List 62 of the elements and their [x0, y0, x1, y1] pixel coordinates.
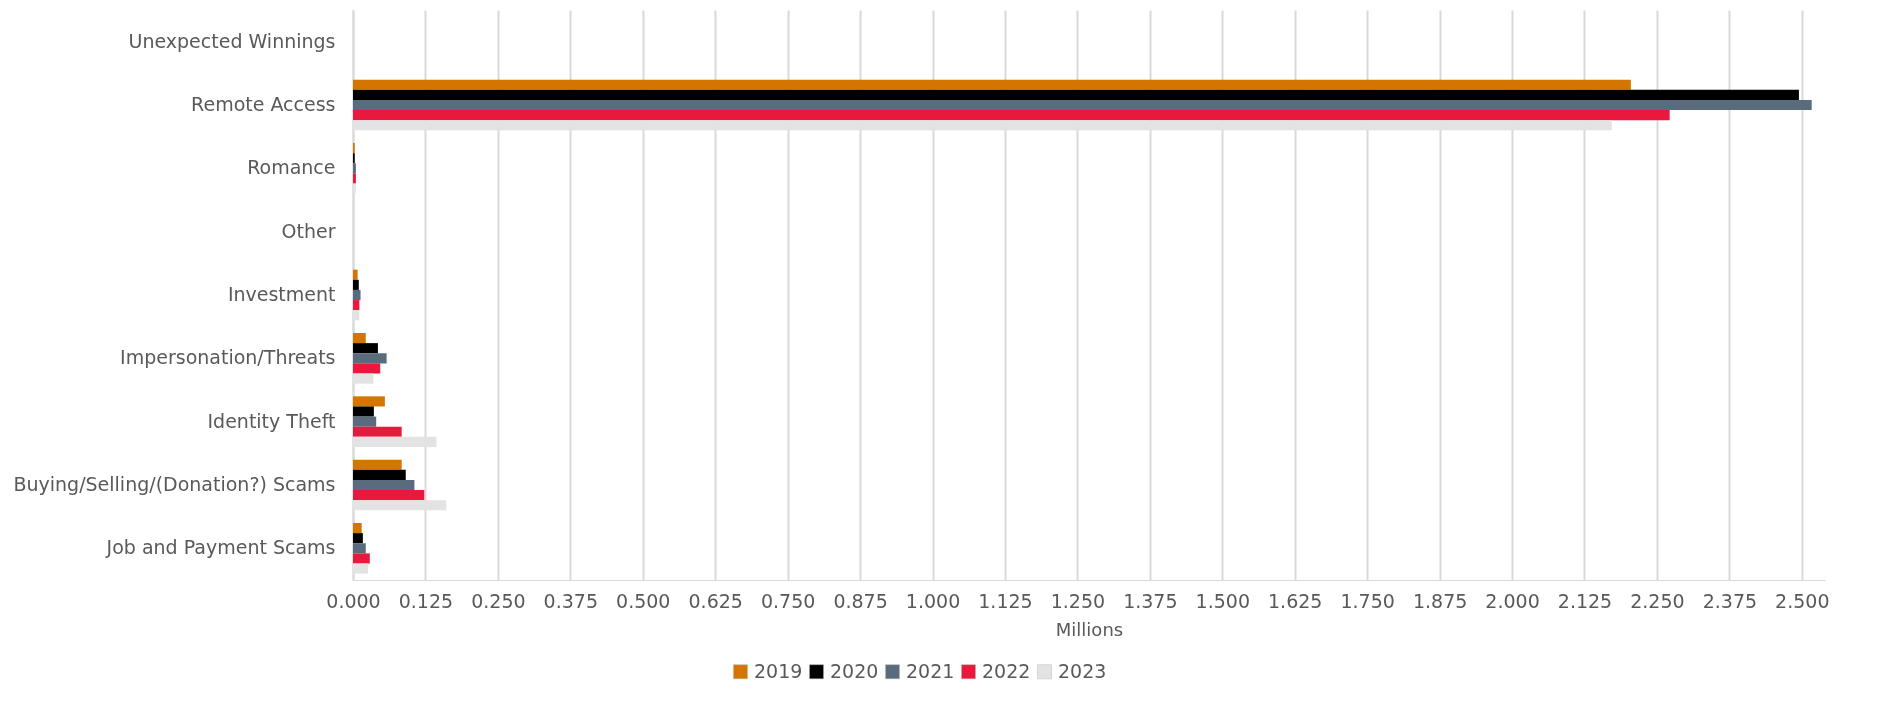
- y-tick-label: Identity Theft: [207, 409, 336, 432]
- bar: [353, 300, 360, 311]
- x-tick-label: 2.375: [1702, 589, 1758, 612]
- bar: [353, 343, 378, 354]
- legend-label: 2021: [906, 659, 955, 682]
- x-tick-label: 1.125: [978, 589, 1033, 612]
- x-tick-label: 0.000: [326, 589, 381, 612]
- x-tick-label: 0.500: [616, 589, 671, 612]
- bar: [353, 173, 356, 184]
- x-tick-label: 0.750: [760, 589, 816, 612]
- x-tick-label: 0.375: [543, 589, 599, 612]
- bar: [353, 110, 1670, 121]
- bar: [353, 353, 387, 364]
- x-tick-label: 1.625: [1268, 589, 1323, 612]
- x-tick-label: 0.875: [833, 589, 888, 612]
- x-tick-label: 2.500: [1775, 589, 1830, 612]
- y-tick-label: Unexpected Winnings: [128, 29, 336, 52]
- bar: [353, 79, 1631, 90]
- bar: [353, 416, 377, 427]
- bar: [353, 396, 385, 407]
- bar: [353, 543, 366, 554]
- legend-label: 2023: [1058, 659, 1107, 682]
- bar: [353, 490, 425, 501]
- x-tick-label: 1.375: [1123, 589, 1178, 612]
- y-tick-label: Impersonation/Threats: [120, 346, 336, 369]
- bar: [353, 479, 415, 491]
- x-tick-label: 1.000: [905, 589, 961, 612]
- bar: [353, 459, 402, 470]
- bar: [353, 89, 1799, 100]
- legend-label: 2020: [830, 659, 879, 682]
- bar: [353, 426, 402, 437]
- bar: [353, 469, 406, 480]
- bar: [353, 533, 363, 544]
- x-tick-label: 0.125: [398, 589, 454, 612]
- bar: [353, 523, 362, 534]
- y-tick-label: Job and Payment Scams: [105, 536, 336, 559]
- y-tick-label: Other: [281, 219, 336, 242]
- bar: [353, 163, 356, 174]
- x-tick-label: 1.250: [1050, 589, 1106, 612]
- y-tick-label: Remote Access: [191, 93, 336, 115]
- y-tick-label: Buying/Selling/(Donation?) Scams: [13, 473, 336, 495]
- x-tick-label: 1.875: [1412, 589, 1468, 612]
- bar: [353, 553, 370, 564]
- legend-label: 2022: [982, 659, 1031, 682]
- x-tick-label: 0.250: [471, 589, 526, 612]
- bar: [353, 406, 374, 417]
- x-tick-label: 1.750: [1340, 589, 1395, 612]
- bar: [353, 279, 359, 290]
- bar: [353, 269, 358, 280]
- legend-label: 2019: [754, 659, 803, 682]
- x-tick-label: 2.000: [1485, 589, 1540, 612]
- y-tick-label: Romance: [247, 156, 336, 179]
- x-tick-label: 2.125: [1557, 589, 1613, 612]
- bar: [353, 363, 381, 374]
- bar: [353, 333, 366, 344]
- x-tick-label: 1.500: [1195, 589, 1250, 612]
- bar: [353, 99, 1812, 111]
- bar: [353, 289, 361, 301]
- x-axis-title: Millions: [1055, 618, 1124, 640]
- y-tick-label: Investment: [227, 283, 336, 305]
- x-tick-label: 2.250: [1630, 589, 1685, 612]
- x-tick-label: 0.625: [688, 589, 743, 612]
